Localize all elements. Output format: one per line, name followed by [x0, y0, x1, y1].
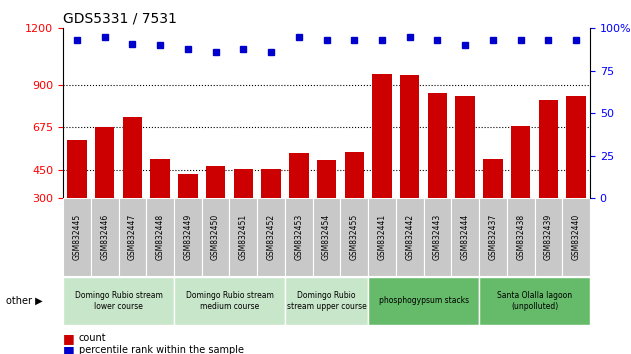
Bar — [119, 198, 146, 276]
Text: GSM832454: GSM832454 — [322, 214, 331, 260]
Text: ■: ■ — [63, 332, 75, 344]
Bar — [562, 198, 590, 276]
Bar — [146, 198, 174, 276]
Text: GSM832446: GSM832446 — [100, 214, 109, 260]
Bar — [257, 198, 285, 276]
Bar — [206, 166, 225, 198]
Bar — [428, 93, 447, 198]
Bar — [230, 198, 257, 276]
Bar — [423, 198, 451, 276]
Bar — [368, 198, 396, 276]
Bar — [534, 198, 562, 276]
Text: GDS5331 / 7531: GDS5331 / 7531 — [63, 12, 177, 26]
Text: Domingo Rubio stream
medium course: Domingo Rubio stream medium course — [186, 291, 273, 310]
Bar — [345, 152, 364, 198]
Text: GSM832439: GSM832439 — [544, 214, 553, 260]
Bar — [233, 169, 253, 198]
Bar — [63, 277, 174, 325]
Bar — [368, 277, 479, 325]
Text: GSM832443: GSM832443 — [433, 214, 442, 260]
Text: GSM832447: GSM832447 — [128, 214, 137, 260]
Text: GSM832450: GSM832450 — [211, 214, 220, 260]
Text: GSM832449: GSM832449 — [184, 214, 192, 260]
Bar — [289, 153, 309, 198]
Text: Domingo Rubio
stream upper course: Domingo Rubio stream upper course — [286, 291, 367, 310]
Text: GSM832440: GSM832440 — [572, 214, 581, 260]
Text: GSM832452: GSM832452 — [266, 214, 276, 260]
Bar — [91, 198, 119, 276]
Text: phosphogypsum stacks: phosphogypsum stacks — [379, 296, 469, 306]
Bar — [261, 169, 281, 198]
Bar — [174, 198, 202, 276]
Text: GSM832455: GSM832455 — [350, 214, 359, 260]
Bar — [507, 198, 534, 276]
Bar — [313, 198, 340, 276]
Bar — [122, 117, 142, 198]
Bar — [202, 198, 230, 276]
Bar — [372, 74, 392, 198]
Text: GSM832438: GSM832438 — [516, 214, 525, 260]
Text: GSM832437: GSM832437 — [488, 214, 497, 260]
Text: Domingo Rubio stream
lower course: Domingo Rubio stream lower course — [74, 291, 163, 310]
Bar — [539, 100, 558, 198]
Bar — [340, 198, 368, 276]
Text: GSM832445: GSM832445 — [73, 214, 81, 260]
Text: ■: ■ — [63, 344, 75, 354]
Bar — [285, 198, 313, 276]
Bar — [511, 126, 531, 198]
Bar — [174, 277, 285, 325]
Text: GSM832442: GSM832442 — [405, 214, 414, 260]
Bar — [178, 174, 198, 198]
Bar — [479, 277, 590, 325]
Bar — [285, 277, 368, 325]
Bar — [317, 160, 336, 198]
Text: Santa Olalla lagoon
(unpolluted): Santa Olalla lagoon (unpolluted) — [497, 291, 572, 310]
Text: other ▶: other ▶ — [6, 296, 43, 306]
Bar — [396, 198, 423, 276]
Text: GSM832441: GSM832441 — [377, 214, 387, 260]
Bar — [68, 140, 86, 198]
Bar — [456, 96, 475, 198]
Bar — [95, 127, 114, 198]
Text: percentile rank within the sample: percentile rank within the sample — [79, 346, 244, 354]
Text: GSM832453: GSM832453 — [294, 214, 304, 260]
Text: GSM832448: GSM832448 — [156, 214, 165, 260]
Bar — [479, 198, 507, 276]
Bar — [400, 75, 420, 198]
Text: GSM832444: GSM832444 — [461, 214, 469, 260]
Text: GSM832451: GSM832451 — [239, 214, 248, 260]
Bar — [150, 159, 170, 198]
Bar — [451, 198, 479, 276]
Bar — [63, 198, 91, 276]
Bar — [483, 159, 503, 198]
Text: count: count — [79, 333, 107, 343]
Bar — [567, 96, 586, 198]
